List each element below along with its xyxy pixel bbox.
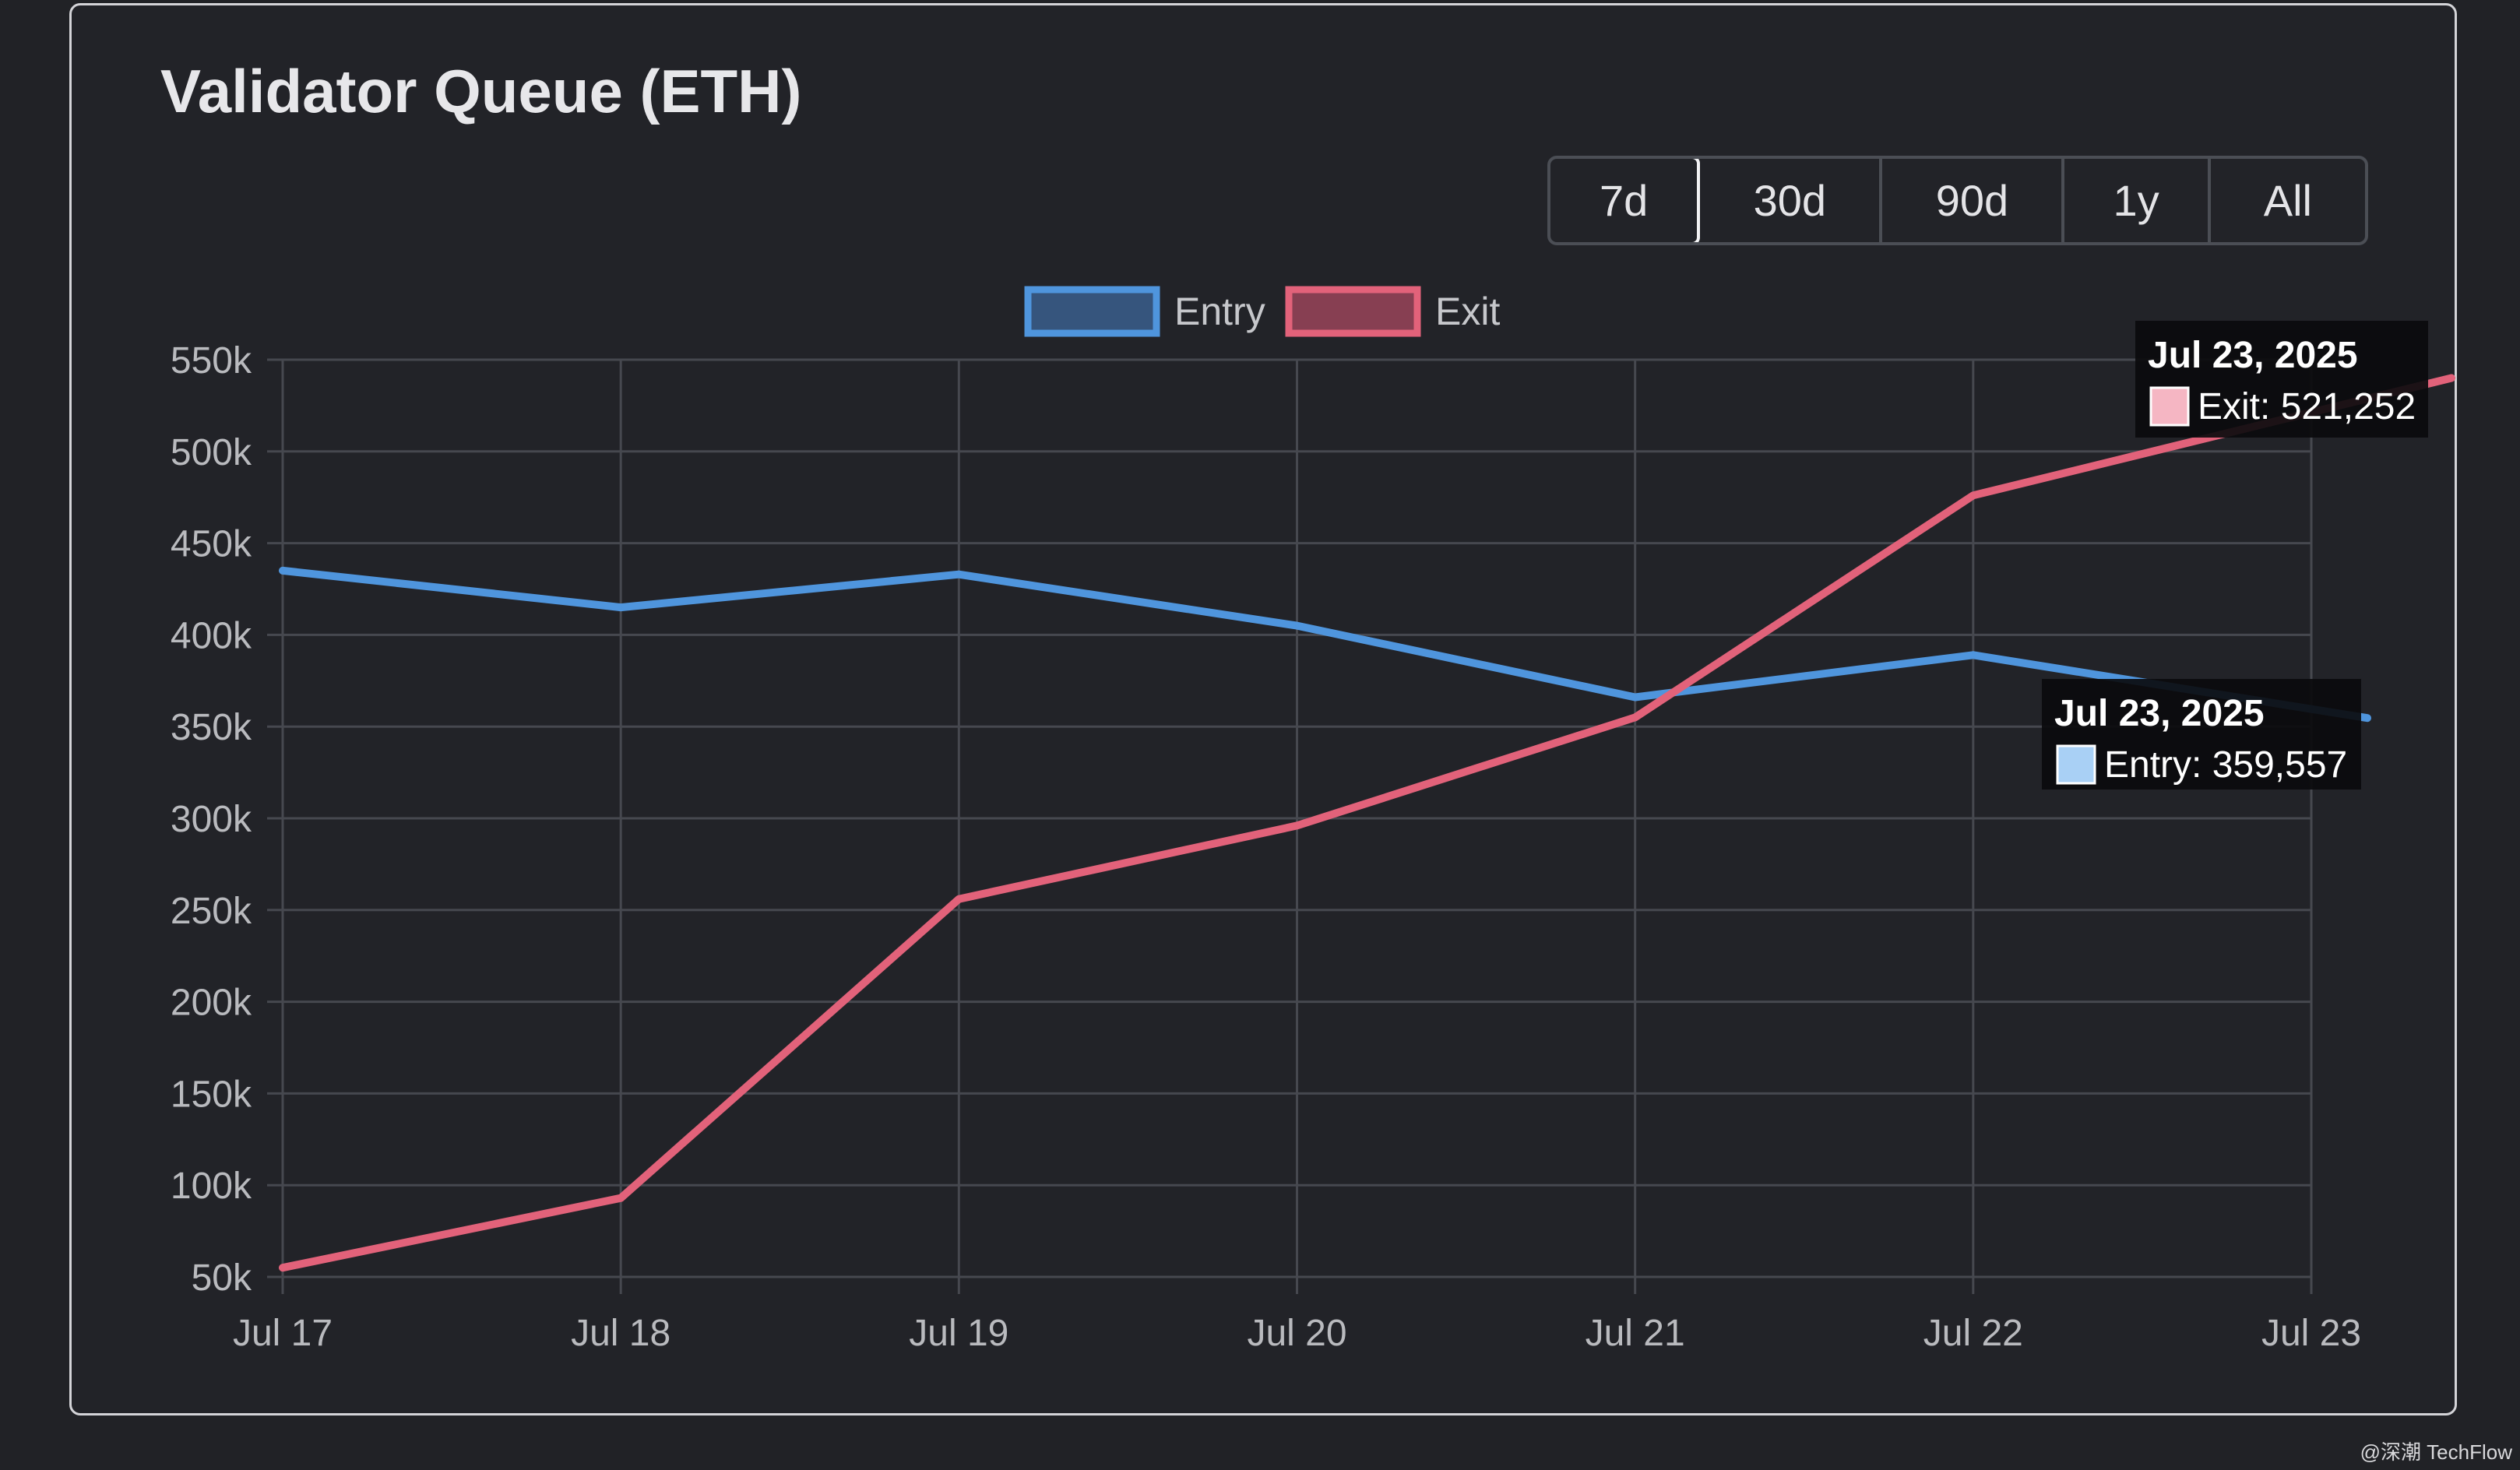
tooltip-label: Entry: 359,557 xyxy=(2104,744,2347,786)
data-point-entry xyxy=(1971,653,1975,657)
data-point-exit xyxy=(281,1266,284,1270)
data-point-exit xyxy=(1295,824,1299,828)
data-point-entry xyxy=(1295,624,1299,628)
watermark: @深潮 TechFlow xyxy=(2360,1440,2512,1464)
x-tick-label: Jul 22 xyxy=(1923,1313,2023,1354)
tooltip-swatch xyxy=(2056,744,2096,785)
x-tick-label: Jul 17 xyxy=(233,1313,333,1354)
range-button-90d[interactable]: 90d xyxy=(1882,159,2065,242)
range-button-1y[interactable]: 1y xyxy=(2064,159,2211,242)
y-tick-label: 50k xyxy=(192,1257,252,1299)
legend-label-entry[interactable]: Entry xyxy=(1174,290,1265,333)
x-tick-label: Jul 21 xyxy=(1586,1313,1685,1354)
legend-label-exit[interactable]: Exit xyxy=(1435,290,1500,333)
data-point-entry xyxy=(619,606,623,610)
y-tick-label: 200k xyxy=(171,983,252,1024)
tooltip-title: Jul 23, 2025 xyxy=(2148,335,2358,376)
legend-swatch-entry[interactable] xyxy=(1024,286,1160,337)
y-tick-label: 400k xyxy=(171,615,252,656)
data-point-entry xyxy=(281,568,284,572)
time-range-selector: 7d 30d 90d 1y All xyxy=(1547,156,2368,245)
y-tick-label: 300k xyxy=(171,799,252,840)
y-tick-label: 250k xyxy=(171,891,252,932)
y-tick-label: 100k xyxy=(171,1166,252,1207)
chart-title: Validator Queue (ETH) xyxy=(160,57,802,125)
data-point-exit xyxy=(957,897,961,901)
tooltip-label: Exit: 521,252 xyxy=(2198,386,2416,427)
data-point-entry xyxy=(957,572,961,576)
tooltip-swatch xyxy=(2149,386,2190,427)
y-tick-label: 150k xyxy=(171,1074,252,1115)
x-tick-label: Jul 18 xyxy=(571,1313,670,1354)
series-line-exit xyxy=(279,374,2455,1272)
data-point-exit xyxy=(1633,716,1637,719)
x-tick-label: Jul 19 xyxy=(909,1313,1008,1354)
y-tick-label: 350k xyxy=(171,707,252,748)
x-tick-label: Jul 20 xyxy=(1247,1313,1346,1354)
data-point-exit xyxy=(1971,494,1975,498)
legend-swatch-exit[interactable] xyxy=(1285,286,1421,337)
range-button-all[interactable]: All xyxy=(2263,176,2312,225)
range-button-7d[interactable]: 7d xyxy=(1550,159,1701,242)
data-point-exit xyxy=(619,1196,623,1200)
y-tick-label: 550k xyxy=(171,340,252,382)
y-tick-label: 500k xyxy=(171,432,252,473)
data-point-entry xyxy=(1633,695,1637,699)
x-tick-label: Jul 23 xyxy=(2261,1313,2361,1354)
tooltip-title: Jul 23, 2025 xyxy=(2054,693,2265,734)
range-button-30d[interactable]: 30d xyxy=(1700,159,1883,242)
y-tick-label: 450k xyxy=(171,524,252,565)
